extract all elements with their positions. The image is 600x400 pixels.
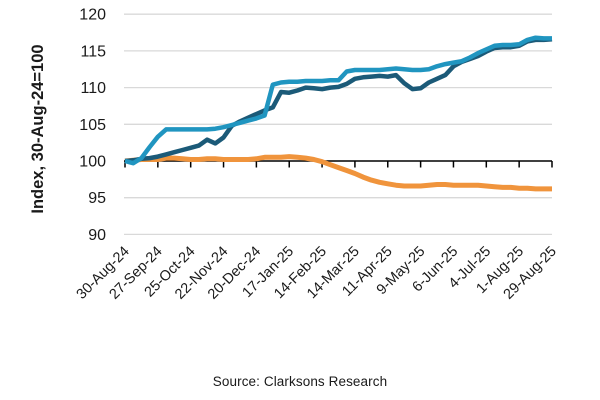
source-caption: Source: Clarksons Research [212, 374, 388, 389]
y-tick-label: 110 [80, 80, 106, 97]
series-line-teal [124, 35, 552, 166]
y-tick-label: 105 [79, 117, 106, 134]
series-line-dark-blue [124, 36, 553, 164]
y-tick-label: 95 [88, 190, 106, 207]
series-line-orange [124, 154, 552, 192]
y-tick-label: 90 [88, 227, 106, 244]
y-tick-label: 115 [80, 43, 106, 60]
y-tick-label: 100 [79, 154, 106, 171]
y-tick-label: 120 [79, 7, 106, 24]
